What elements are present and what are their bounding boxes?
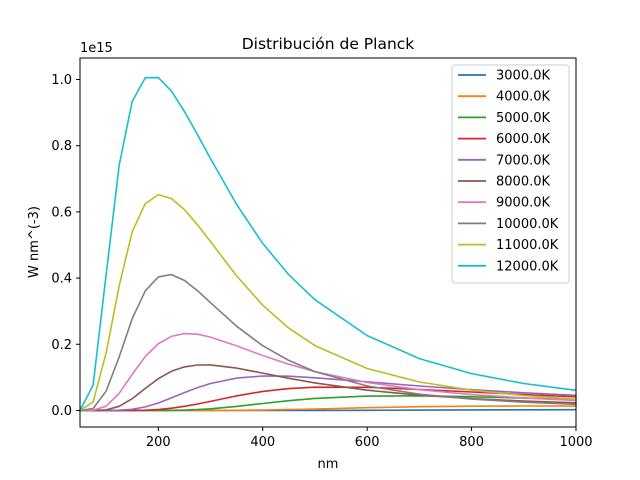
legend-label: 5000.0K: [496, 111, 550, 126]
legend-label: 7000.0K: [496, 153, 550, 168]
series-line-12000.0K: [79, 76, 577, 412]
legend: 3000.0K 4000.0K 5000.0K 6000.0K 7000.0K 8000.…: [451, 64, 570, 284]
legend-label: 3000.0K: [496, 69, 550, 84]
y-offset-label: 1e15: [80, 41, 113, 56]
x-axis-ticks: 200 400 600 800 1000: [146, 427, 593, 450]
legend-label: 9000.0K: [496, 196, 550, 211]
x-tick-label: 400: [250, 435, 275, 450]
y-tick-label: 0.8: [51, 139, 72, 154]
legend-label: 6000.0K: [496, 132, 550, 147]
plot-lines-group: [79, 76, 577, 412]
y-tick-label: 0.6: [51, 205, 72, 220]
series-line-9000.0K: [79, 332, 577, 412]
y-tick-label: 0.0: [51, 404, 72, 419]
legend-box: [451, 64, 570, 284]
legend-label: 12000.0K: [496, 259, 559, 274]
x-tick-label: 600: [355, 435, 380, 450]
y-tick-label: 0.2: [51, 338, 72, 353]
x-axis-label: nm: [318, 457, 339, 472]
series-line-7000.0K: [79, 375, 577, 412]
legend-label: 10000.0K: [496, 217, 559, 232]
y-tick-label: 1.0: [51, 73, 72, 88]
series-line-10000.0K: [79, 273, 577, 412]
x-tick-label: 800: [459, 435, 484, 450]
legend-label: 8000.0K: [496, 175, 550, 190]
series-line-8000.0K: [79, 364, 577, 412]
x-tick-label: 1000: [559, 435, 592, 450]
legend-label: 4000.0K: [496, 90, 550, 105]
plot-frame: [79, 57, 577, 428]
y-tick-label: 0.4: [51, 272, 72, 287]
x-tick-label: 200: [146, 435, 171, 450]
legend-label: 11000.0K: [496, 238, 559, 253]
y-axis-ticks: 0.0 0.2 0.4 0.6 0.8 1.0: [51, 73, 80, 419]
y-axis-label: W nm^(-3): [27, 206, 42, 278]
chart-title: Distribución de Planck: [242, 35, 415, 53]
series-line-11000.0K: [79, 193, 577, 412]
